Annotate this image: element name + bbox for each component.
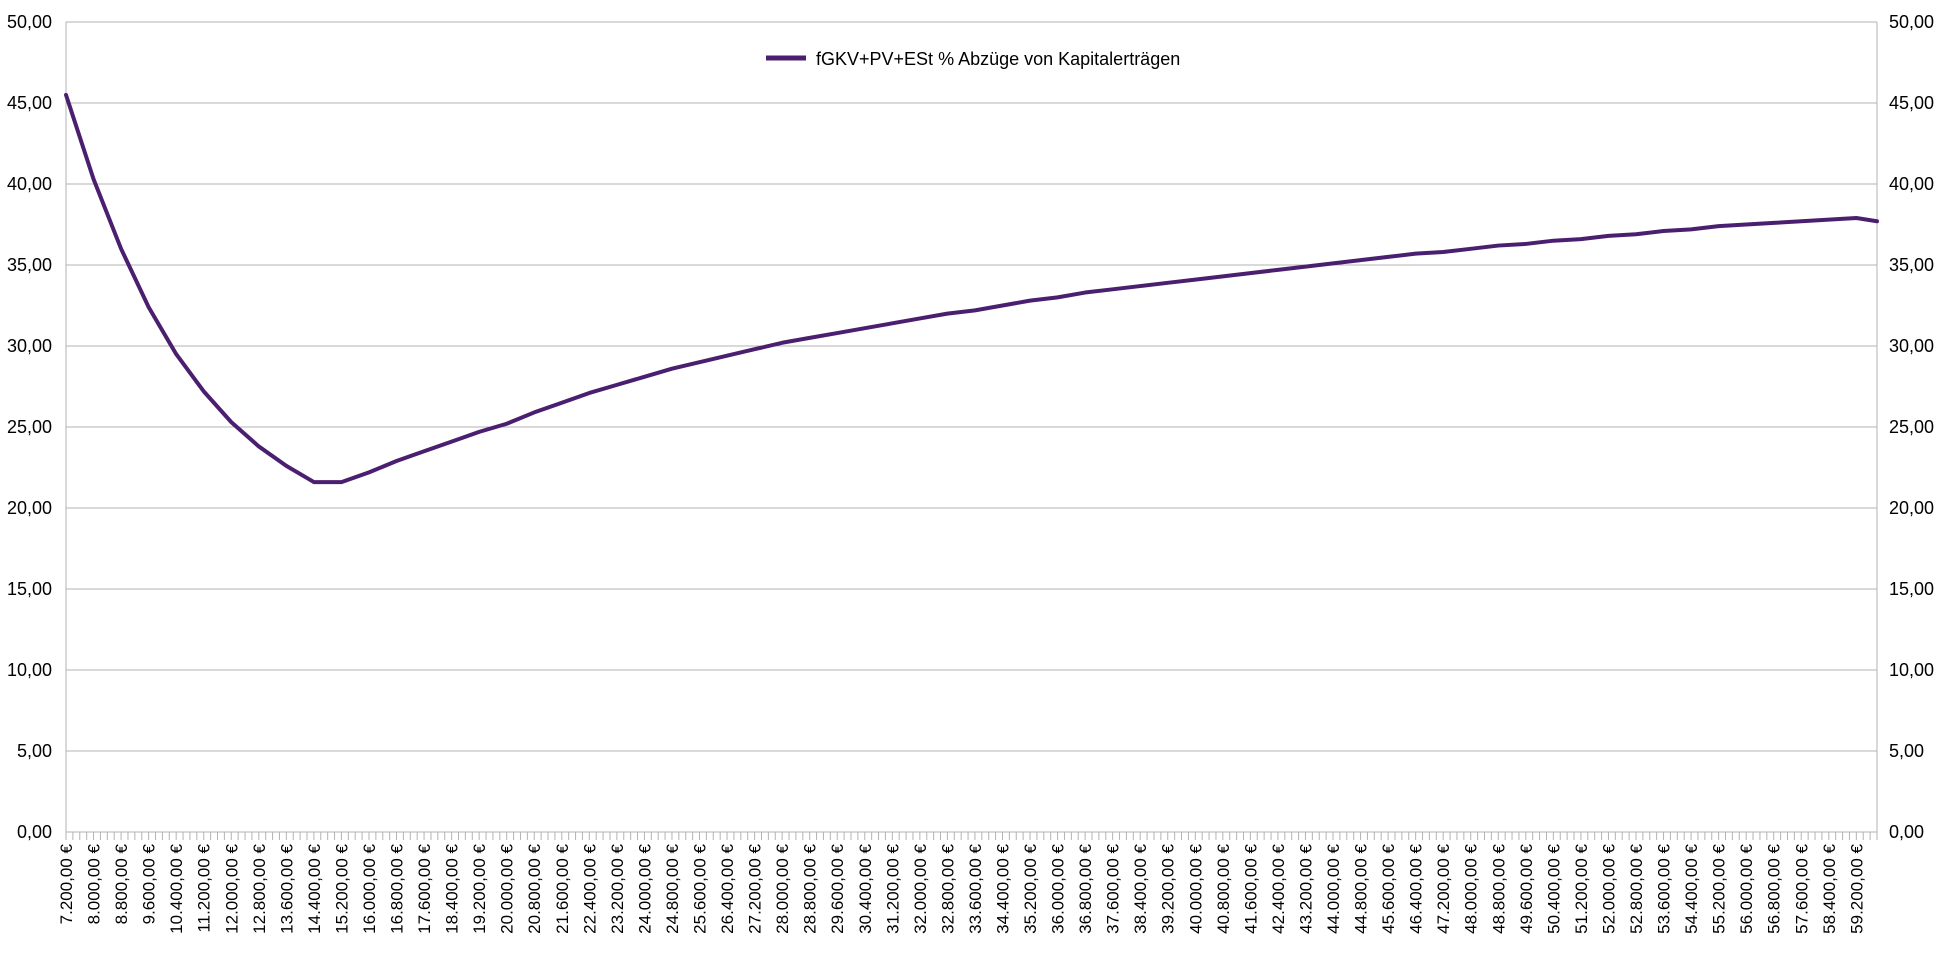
x-tick-label: 58.400,00 € [1820, 843, 1839, 933]
x-tick-label: 38.400,00 € [1131, 843, 1150, 933]
x-tick-label: 22.400,00 € [580, 843, 599, 933]
x-tick-label: 8.000,00 € [85, 843, 104, 924]
x-tick-label: 15.200,00 € [332, 843, 351, 933]
y-tick-label-left: 35,00 [7, 255, 52, 275]
x-tick-label: 48.800,00 € [1489, 843, 1508, 933]
x-tick-label: 40.000,00 € [1186, 843, 1205, 933]
x-tick-label: 24.800,00 € [663, 843, 682, 933]
legend: fGKV+PV+ESt % Abzüge von Kapitalerträgen [766, 49, 1180, 69]
y-tick-label-right: 5,00 [1889, 741, 1924, 761]
gridlines [66, 21, 1877, 833]
x-tick-label: 45.600,00 € [1379, 843, 1398, 933]
x-tick-label: 32.800,00 € [938, 843, 957, 933]
x-tick-label: 8.800,00 € [112, 843, 131, 924]
x-tick-label: 12.000,00 € [222, 843, 241, 933]
y-tick-label-left: 0,00 [17, 822, 52, 842]
y-tick-label-left: 40,00 [7, 174, 52, 194]
legend-label: fGKV+PV+ESt % Abzüge von Kapitalerträgen [816, 49, 1180, 69]
x-tick-label: 23.200,00 € [608, 843, 627, 933]
x-tick-label: 16.000,00 € [360, 843, 379, 933]
x-tick-label: 16.800,00 € [388, 843, 407, 933]
y-tick-label-left: 15,00 [7, 579, 52, 599]
x-tick-label: 25.600,00 € [691, 843, 710, 933]
x-tick-label: 35.200,00 € [1021, 843, 1040, 933]
y-tick-label-right: 20,00 [1889, 498, 1934, 518]
y-tick-label-left: 50,00 [7, 12, 52, 32]
y-tick-label-left: 25,00 [7, 417, 52, 437]
x-tick-label: 42.400,00 € [1269, 843, 1288, 933]
x-tick-label: 13.600,00 € [277, 843, 296, 933]
x-tick-label: 18.400,00 € [443, 843, 462, 933]
x-tick-label: 26.400,00 € [718, 843, 737, 933]
x-tick-label: 46.400,00 € [1407, 843, 1426, 933]
y-axis-left-ticks: 0,00 5,00 10,00 15,00 20,00 25,00 30,00 35,00 40… [7, 12, 52, 842]
y-tick-label-right: 40,00 [1889, 174, 1934, 194]
x-tick-label: 21.600,00 € [553, 843, 572, 933]
x-tick-label: 41.600,00 € [1241, 843, 1260, 933]
x-tick-label: 52.000,00 € [1599, 843, 1618, 933]
x-tick-label: 56.000,00 € [1737, 843, 1756, 933]
x-axis-ticks: 7.200,00 € 8.000,00 € 8.800,00 € 9.600,00 €… [57, 832, 1878, 934]
y-tick-label-left: 45,00 [7, 93, 52, 113]
y-tick-label-left: 20,00 [7, 498, 52, 518]
y-tick-label-right: 10,00 [1889, 660, 1934, 680]
y-tick-label-left: 10,00 [7, 660, 52, 680]
x-tick-label: 39.200,00 € [1159, 843, 1178, 933]
x-tick-label: 20.000,00 € [498, 843, 517, 933]
x-tick-label: 30.400,00 € [856, 843, 875, 933]
x-tick-label: 19.200,00 € [470, 843, 489, 933]
x-tick-label: 40.800,00 € [1214, 843, 1233, 933]
x-tick-label: 7.200,00 € [57, 843, 76, 924]
y-tick-label-left: 30,00 [7, 336, 52, 356]
y-tick-label-right: 50,00 [1889, 12, 1934, 32]
x-tick-label: 9.600,00 € [140, 843, 159, 924]
x-tick-label: 50.400,00 € [1544, 843, 1563, 933]
x-tick-label: 31.200,00 € [883, 843, 902, 933]
x-tick-label: 54.400,00 € [1682, 843, 1701, 933]
x-tick-label: 36.800,00 € [1076, 843, 1095, 933]
x-tick-label: 27.200,00 € [746, 843, 765, 933]
x-tick-label: 32.000,00 € [911, 843, 930, 933]
x-tick-label: 36.000,00 € [1049, 843, 1068, 933]
x-tick-label: 47.200,00 € [1434, 843, 1453, 933]
x-tick-label: 17.600,00 € [415, 843, 434, 933]
y-tick-label-right: 25,00 [1889, 417, 1934, 437]
x-tick-label: 12.800,00 € [250, 843, 269, 933]
x-tick-label: 37.600,00 € [1104, 843, 1123, 933]
y-tick-label-right: 30,00 [1889, 336, 1934, 356]
x-tick-label: 56.800,00 € [1765, 843, 1784, 933]
x-tick-label: 43.200,00 € [1296, 843, 1315, 933]
x-tick-label: 49.600,00 € [1517, 843, 1536, 933]
x-tick-label: 55.200,00 € [1710, 843, 1729, 933]
x-tick-label: 24.000,00 € [635, 843, 654, 933]
axes [65, 22, 1878, 833]
y-tick-label-left: 5,00 [17, 741, 52, 761]
x-tick-label: 20.800,00 € [525, 843, 544, 933]
x-tick-label: 52.800,00 € [1627, 843, 1646, 933]
y-tick-label-right: 0,00 [1889, 822, 1924, 842]
y-tick-label-right: 35,00 [1889, 255, 1934, 275]
y-axis-right-ticks: 0,00 5,00 10,00 15,00 20,00 25,00 30,00 35,00 40… [1889, 12, 1934, 842]
x-tick-label: 57.600,00 € [1792, 843, 1811, 933]
x-tick-label: 44.000,00 € [1324, 843, 1343, 933]
y-tick-label-right: 15,00 [1889, 579, 1934, 599]
x-tick-label: 28.800,00 € [801, 843, 820, 933]
x-tick-label: 33.600,00 € [966, 843, 985, 933]
series-line [64, 92, 1879, 485]
x-tick-label: 59.200,00 € [1847, 843, 1866, 933]
x-tick-label: 29.600,00 € [828, 843, 847, 933]
x-tick-label: 48.000,00 € [1462, 843, 1481, 933]
series-lines [64, 92, 1879, 485]
x-tick-label: 11.200,00 € [195, 843, 214, 932]
x-tick-label: 44.800,00 € [1352, 843, 1371, 933]
x-tick-label: 14.400,00 € [305, 843, 324, 933]
x-tick-label: 34.400,00 € [993, 843, 1012, 933]
x-tick-label: 10.400,00 € [167, 843, 186, 933]
y-tick-label-right: 45,00 [1889, 93, 1934, 113]
x-tick-label: 28.000,00 € [773, 843, 792, 933]
x-tick-label: 51.200,00 € [1572, 843, 1591, 933]
x-tick-label: 53.600,00 € [1655, 843, 1674, 933]
